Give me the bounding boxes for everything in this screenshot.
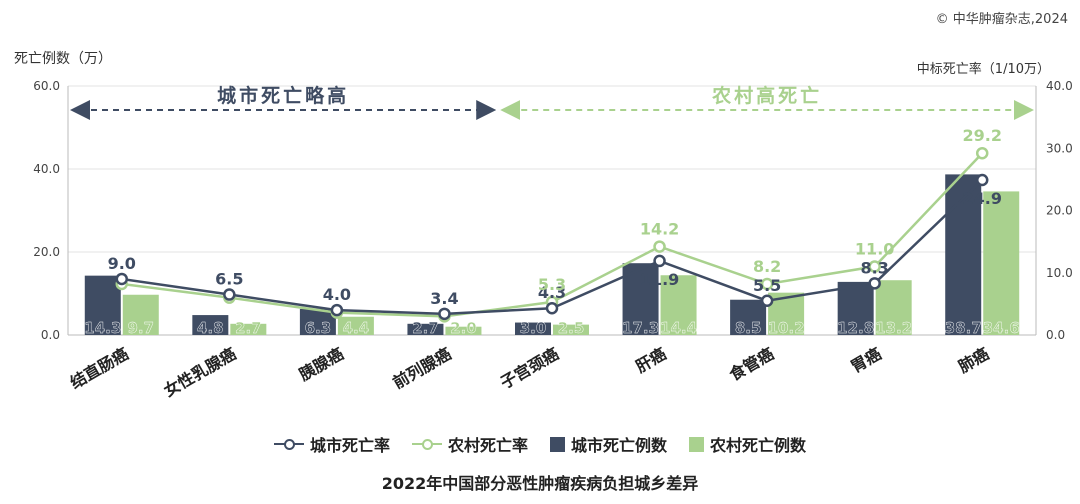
- line-point: [975, 173, 989, 187]
- x-tick-label: 胰腺癌: [296, 344, 347, 384]
- line-point: [975, 146, 989, 160]
- line-point: [115, 272, 129, 286]
- bar-value-label: 3.0: [520, 319, 547, 337]
- bar-rural: [875, 280, 912, 335]
- legend-label: 城市死亡率: [309, 436, 390, 455]
- annotation-label: 农村高死亡: [711, 84, 822, 107]
- x-tick-label: 食管癌: [725, 344, 777, 385]
- chart-legend: 城市死亡率 农村死亡率 城市死亡例数 农村死亡例数: [0, 432, 1080, 456]
- bar-value-label: 12.8: [837, 319, 874, 337]
- line-value-label: 3.4: [430, 289, 458, 308]
- bar-rural: [230, 323, 267, 335]
- copyright-text: © 中华肿瘤杂志,2024: [935, 12, 1068, 27]
- y-tick-label: 60.0: [33, 79, 60, 93]
- x-tick-label: 女性乳腺癌: [161, 344, 240, 400]
- bar-value-label: 4.4: [343, 319, 370, 337]
- bar-rural: [553, 324, 589, 335]
- line-value-label: 8.3: [860, 258, 888, 277]
- x-tick-label: 肺癌: [955, 344, 992, 376]
- line-value-label: 5.3: [538, 275, 566, 294]
- annotation-label: 城市死亡略高: [217, 84, 349, 107]
- line-point: [653, 254, 666, 268]
- left-axis-title: 死亡例数（万）: [14, 51, 112, 67]
- bar-rural: [122, 294, 159, 335]
- line-point: [653, 240, 666, 253]
- bar-urban: [84, 275, 121, 335]
- legend-item-urban-deaths: 城市死亡例数: [550, 432, 667, 456]
- square-swatch-icon: [689, 436, 705, 452]
- y-tick-label: 20.0: [33, 245, 60, 259]
- bar-value-label: 2.7: [412, 319, 439, 337]
- y2-tick-label: 40.0: [1046, 79, 1073, 93]
- line-value-label: 14.2: [640, 220, 679, 239]
- x-tick-label: 胃癌: [847, 344, 884, 376]
- bar-rural: [445, 326, 482, 335]
- line-point: [223, 288, 236, 301]
- bar-urban: [299, 308, 336, 335]
- line-marker-icon: [273, 437, 304, 451]
- line-value-label: 9.0: [108, 254, 136, 273]
- legend-item-urban-rate: 城市死亡率: [273, 432, 390, 456]
- legend-label: 农村死亡率: [447, 436, 528, 455]
- bar-urban: [945, 174, 982, 335]
- line-value-label: 29.2: [962, 126, 1001, 145]
- bar-rural: [337, 316, 374, 335]
- y2-tick-label: 0.0: [1046, 328, 1065, 342]
- bar-urban: [192, 315, 229, 335]
- bar-value-label: 2.7: [235, 319, 262, 337]
- line-value-label: 6.5: [215, 270, 243, 289]
- line-point: [438, 307, 451, 321]
- square-swatch-icon: [550, 436, 565, 452]
- legend-item-rural-rate: 农村死亡率: [411, 432, 528, 456]
- bar-value-label: 8.5: [735, 319, 762, 337]
- right-axis-title: 中标死亡率（1/10万）: [916, 62, 1050, 77]
- line-point: [868, 260, 881, 273]
- line-value-label: 5.5: [753, 276, 781, 295]
- bar-value-label: 4.8: [197, 319, 224, 337]
- x-tick-label: 肝癌: [632, 344, 669, 376]
- y-tick-label: 40.0: [33, 162, 60, 176]
- y2-tick-label: 30.0: [1046, 141, 1073, 155]
- y2-tick-label: 20.0: [1046, 204, 1073, 218]
- legend-label: 农村死亡例数: [710, 436, 807, 455]
- line-point: [760, 294, 774, 308]
- chart-title: 2022年中国部分恶性肿瘤疾病负担城乡差异: [381, 474, 699, 493]
- bar-urban: [407, 323, 444, 335]
- y2-tick-label: 10.0: [1046, 266, 1073, 280]
- bar-value-label: 6.3: [305, 319, 332, 337]
- line-point: [330, 303, 344, 317]
- line-point: [760, 277, 774, 291]
- bar-value-label: 14.4: [660, 319, 697, 337]
- bar-value-label: 10.2: [768, 319, 805, 337]
- bar-urban: [515, 322, 551, 335]
- bar-value-label: 38.7: [945, 319, 982, 337]
- x-tick-label: 子宫颈癌: [497, 344, 562, 392]
- line-marker-icon: [411, 437, 442, 451]
- line-value-label: 24.9: [962, 189, 1001, 208]
- x-tick-label: 前列腺癌: [390, 344, 455, 392]
- bar-rural: [660, 275, 697, 335]
- bar-value-label: 13.2: [875, 319, 912, 337]
- bar-value-label: 2.0: [450, 319, 477, 337]
- bar-urban: [730, 299, 767, 335]
- line-value-label: 4.0: [323, 285, 351, 304]
- legend-item-rural-deaths: 农村死亡例数: [689, 432, 806, 456]
- line-point: [868, 277, 881, 290]
- bar-urban: [837, 281, 874, 335]
- line-value-label: 11.0: [855, 240, 894, 259]
- line-value-label: 4.3: [538, 283, 566, 302]
- bar-value-label: 34.6: [983, 319, 1020, 337]
- line-point: [545, 301, 559, 315]
- x-tick-label: 结直肠癌: [66, 344, 132, 393]
- bar-value-label: 14.3: [84, 319, 121, 337]
- line-value-label: 8.2: [753, 257, 781, 276]
- legend-label: 城市死亡例数: [571, 436, 668, 455]
- bar-value-label: 9.7: [127, 319, 154, 337]
- y-tick-label: 0.0: [41, 328, 60, 342]
- line-value-label: 11.9: [640, 270, 679, 289]
- bar-value-label: 17.3: [622, 319, 659, 337]
- combo-chart: 0.0 20.0 40.0 60.0 0.0 10.0 20.0 30.0 40.0 城市死亡略高…: [33, 79, 1073, 400]
- bar-rural: [983, 191, 1020, 335]
- bar-value-label: 2.5: [558, 319, 585, 337]
